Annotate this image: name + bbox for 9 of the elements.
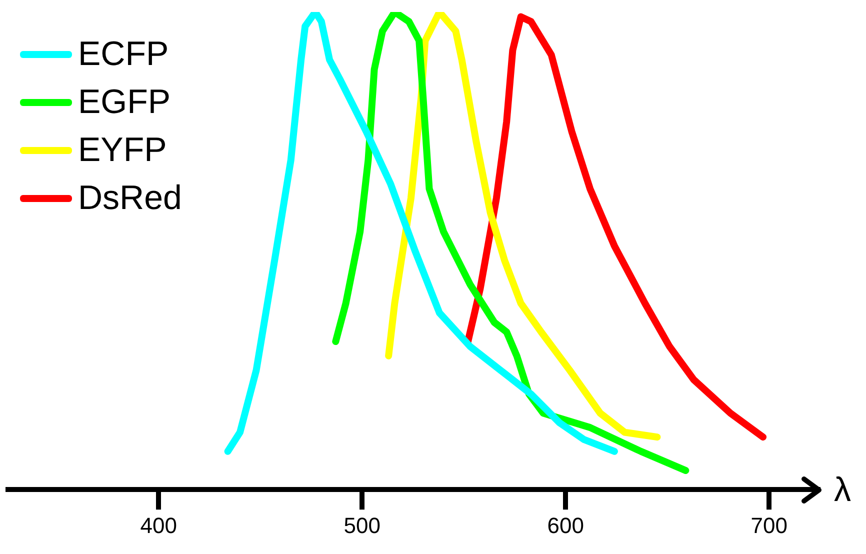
x-tick-label: 600 (547, 512, 584, 538)
legend-label: EYFP (78, 130, 167, 171)
x-tick-label: 400 (140, 512, 177, 538)
x-tick-label: 700 (750, 512, 788, 538)
x-tick-label: 500 (344, 512, 380, 538)
x-axis-title: λ (834, 470, 851, 509)
legend-label: ECFP (78, 34, 169, 75)
legend-label: EGFP (78, 82, 171, 123)
legend-label: DsRed (78, 178, 182, 219)
